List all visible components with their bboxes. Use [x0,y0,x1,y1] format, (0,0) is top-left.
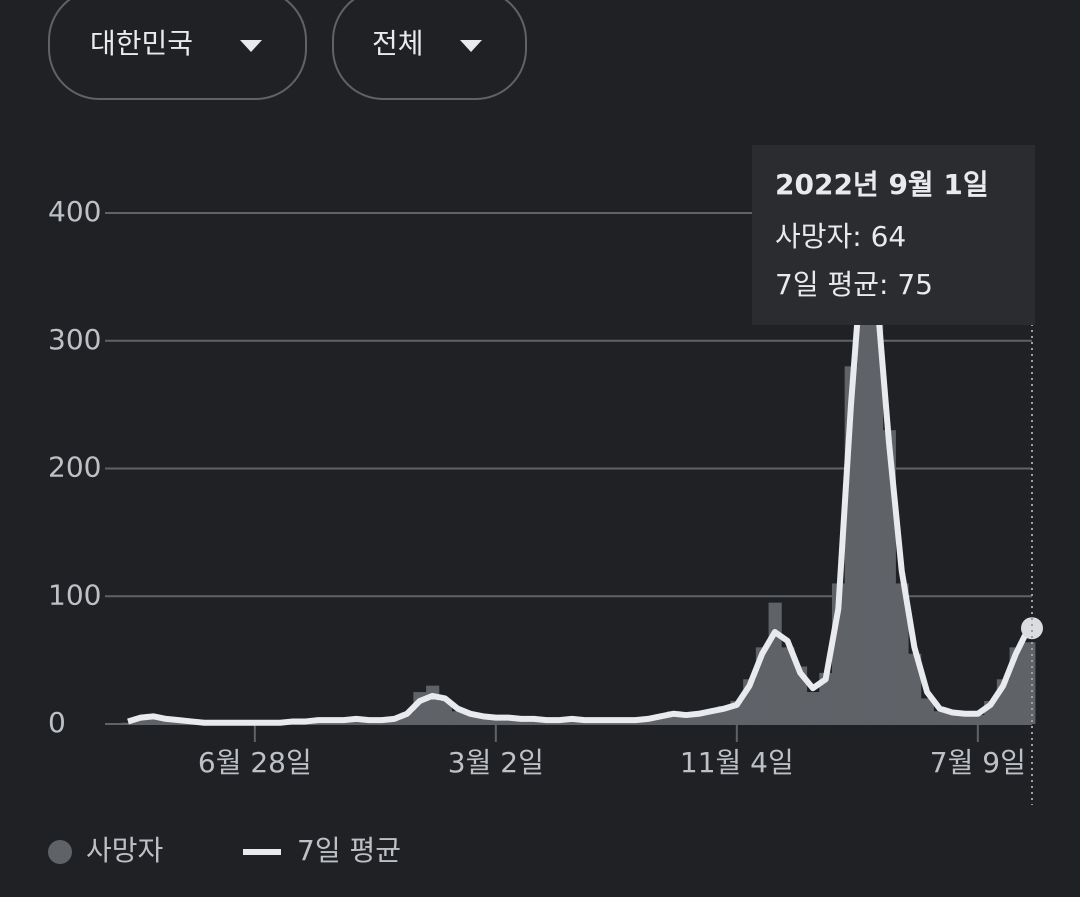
bar [781,647,795,724]
bar [679,716,693,724]
x-tick-label: 7월 9일 [930,746,1026,779]
bar [400,712,414,724]
bar [476,717,490,724]
bar [870,302,884,724]
bar [1022,642,1036,724]
bar [147,715,161,724]
dropdown-arrow [240,40,262,52]
bar [451,711,465,724]
bar [958,712,972,724]
region-dropdown[interactable] [48,0,307,100]
bar [464,712,478,724]
x-tick-label: 3월 2일 [448,746,544,779]
bar [768,602,782,724]
plot [121,213,1043,726]
legend-marker [48,840,72,864]
tooltip-average: 7일 평균: 75 [775,268,933,301]
scope-dropdown[interactable] [332,0,527,100]
bar [895,583,909,724]
bar [527,720,541,724]
tooltip-box [752,145,1035,325]
x-tick-label: 11월 4일 [680,746,794,779]
legend-label: 7일 평균 [297,834,401,867]
tooltip-date: 2022년 9월 1일 [775,168,989,201]
legend-marker [243,849,281,855]
bar [641,720,655,724]
tooltip-deaths: 사망자: 64 [775,220,906,253]
bar [692,712,706,724]
bar [121,722,135,724]
y-tick-label: 100 [48,578,101,611]
bar [857,213,871,724]
bar [438,701,452,724]
bar [159,720,173,724]
legend-label: 사망자 [86,834,163,867]
bar [933,711,947,724]
scope-label[interactable]: 전체 [372,27,424,60]
bar [654,715,668,724]
bar [806,692,820,724]
bar [908,653,922,724]
y-tick-label: 400 [48,195,101,228]
bar [946,713,960,724]
tooltip: 2022년 9월 1일 사망자: 64 7일 평균: 75 [752,145,1035,325]
bar [426,685,440,724]
y-tick-label: 300 [48,323,101,356]
bar [819,672,833,724]
y-tick-label: 0 [48,706,66,739]
region-label[interactable]: 대한민국 [90,27,193,60]
legend: 사망자 7일 평균 [48,834,401,867]
y-tick-label: 200 [48,451,101,484]
grid: 0 100 200 300 400 6월 28일 3월 2일 11월 4일 7월 9일 [48,195,1032,779]
bar [971,715,985,724]
bar [565,720,579,724]
bar [502,718,516,724]
bar [388,720,402,724]
bar [920,698,934,724]
dropdown-arrow [460,40,482,52]
x-tick-label: 6월 28일 [198,746,312,779]
hover-point [1021,617,1043,640]
